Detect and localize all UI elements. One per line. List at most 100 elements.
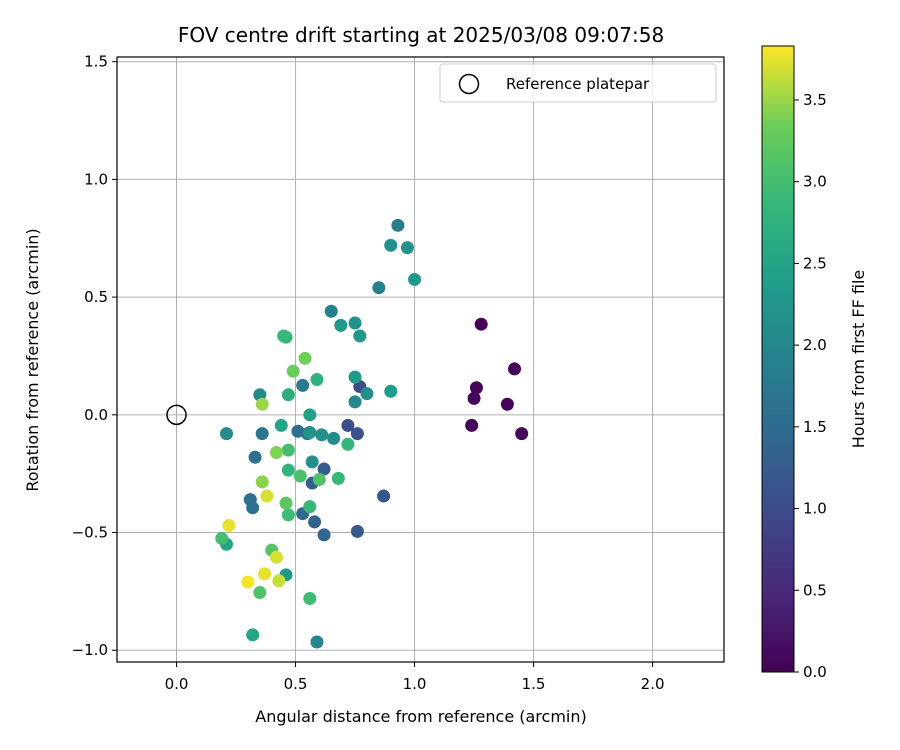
- data-point: [350, 524, 364, 538]
- data-point: [260, 489, 274, 503]
- data-point: [222, 518, 236, 532]
- data-point: [372, 281, 386, 295]
- grid: [117, 57, 724, 662]
- x-axis-label: Angular distance from reference (arcmin): [255, 707, 586, 726]
- y-tick-label: 1.5: [84, 53, 108, 71]
- data-point: [500, 397, 514, 411]
- data-point: [296, 378, 310, 392]
- y-axis-label: Rotation from reference (arcmin): [23, 228, 42, 491]
- data-point: [384, 238, 398, 252]
- data-point: [515, 427, 529, 441]
- y-axis-ticks: −1.0 −0.5 0.0 0.5 1.0 1.5: [72, 53, 117, 659]
- colorbar-tick-label: 0.0: [803, 663, 827, 681]
- data-point: [255, 427, 269, 441]
- reference-marker: [166, 404, 187, 426]
- data-point: [281, 508, 295, 522]
- data-point: [303, 408, 317, 422]
- chart-title: FOV centre drift starting at 2025/03/08 …: [178, 23, 664, 47]
- data-point: [305, 455, 319, 469]
- colorbar: 0.0 0.5 1.0 1.5 2.0 2.5 3.0 3.5 Hours from firs…: [761, 45, 868, 681]
- data-point: [377, 489, 391, 503]
- data-point: [255, 475, 269, 489]
- data-point: [341, 418, 355, 432]
- data-point: [272, 574, 286, 588]
- colorbar-tick-label: 3.0: [803, 173, 827, 191]
- data-point: [215, 531, 229, 545]
- data-point: [277, 329, 291, 343]
- colorbar-ticks: 0.0 0.5 1.0 1.5 2.0 2.5 3.0 3.5: [794, 91, 827, 681]
- x-tick-label: 2.0: [641, 675, 665, 693]
- data-point: [465, 418, 479, 432]
- data-point: [384, 384, 398, 398]
- data-point: [310, 373, 324, 387]
- data-point: [246, 501, 260, 515]
- data-point: [291, 424, 305, 438]
- data-point: [298, 351, 312, 365]
- data-point: [331, 471, 345, 485]
- data-point: [353, 329, 367, 343]
- data-point: [286, 364, 300, 378]
- colorbar-gradient: [761, 45, 795, 673]
- data-point: [467, 391, 481, 405]
- data-point: [255, 397, 269, 411]
- data-point: [258, 567, 272, 581]
- data-point: [248, 450, 262, 464]
- data-point: [269, 445, 283, 459]
- data-point: [241, 575, 255, 589]
- data-point: [348, 395, 362, 409]
- data-point: [310, 635, 324, 649]
- data-point: [334, 318, 348, 332]
- data-point: [391, 218, 405, 232]
- data-point: [317, 528, 331, 542]
- data-point: [400, 241, 414, 255]
- data-point: [281, 463, 295, 477]
- data-point: [253, 586, 267, 600]
- colorbar-tick-label: 1.5: [803, 418, 827, 436]
- data-point: [279, 496, 293, 510]
- colorbar-tick-label: 1.0: [803, 500, 827, 518]
- data-point: [341, 437, 355, 451]
- y-tick-label: 0.0: [84, 406, 108, 424]
- data-point: [408, 272, 422, 286]
- colorbar-tick-label: 2.0: [803, 336, 827, 354]
- colorbar-tick-label: 3.5: [803, 91, 827, 109]
- data-point: [327, 431, 341, 445]
- data-point: [317, 462, 331, 476]
- x-tick-label: 1.5: [522, 675, 546, 693]
- data-point: [469, 381, 483, 395]
- data-point: [274, 418, 288, 432]
- y-tick-label: 1.0: [84, 170, 108, 188]
- data-point: [219, 427, 233, 441]
- data-points: [215, 218, 529, 649]
- x-axis-ticks: 0.0 0.5 1.0 1.5 2.0: [165, 662, 665, 693]
- data-point: [269, 550, 283, 564]
- data-point: [281, 443, 295, 457]
- data-point: [303, 500, 317, 514]
- data-point: [303, 425, 317, 439]
- data-point: [348, 370, 362, 384]
- data-point: [474, 317, 488, 331]
- y-tick-label: −0.5: [72, 524, 108, 542]
- legend-marker: [458, 73, 480, 95]
- y-tick-label: −1.0: [72, 641, 108, 659]
- colorbar-label: Hours from first FF file: [849, 270, 868, 449]
- x-tick-label: 1.0: [403, 675, 427, 693]
- data-point: [508, 362, 522, 376]
- legend: Reference platepar: [439, 63, 717, 103]
- data-point: [308, 515, 322, 529]
- data-point: [360, 387, 374, 401]
- data-point: [293, 469, 307, 483]
- colorbar-tick-label: 0.5: [803, 581, 827, 599]
- data-point: [315, 428, 329, 442]
- x-tick-label: 0.5: [284, 675, 308, 693]
- data-point: [350, 427, 364, 441]
- data-point: [312, 473, 326, 487]
- colorbar-tick-label: 2.5: [803, 254, 827, 272]
- data-point: [281, 388, 295, 402]
- x-tick-label: 0.0: [165, 675, 189, 693]
- plot-frame: [116, 56, 725, 663]
- data-point: [324, 304, 338, 318]
- data-point: [303, 591, 317, 605]
- legend-box: [439, 63, 717, 103]
